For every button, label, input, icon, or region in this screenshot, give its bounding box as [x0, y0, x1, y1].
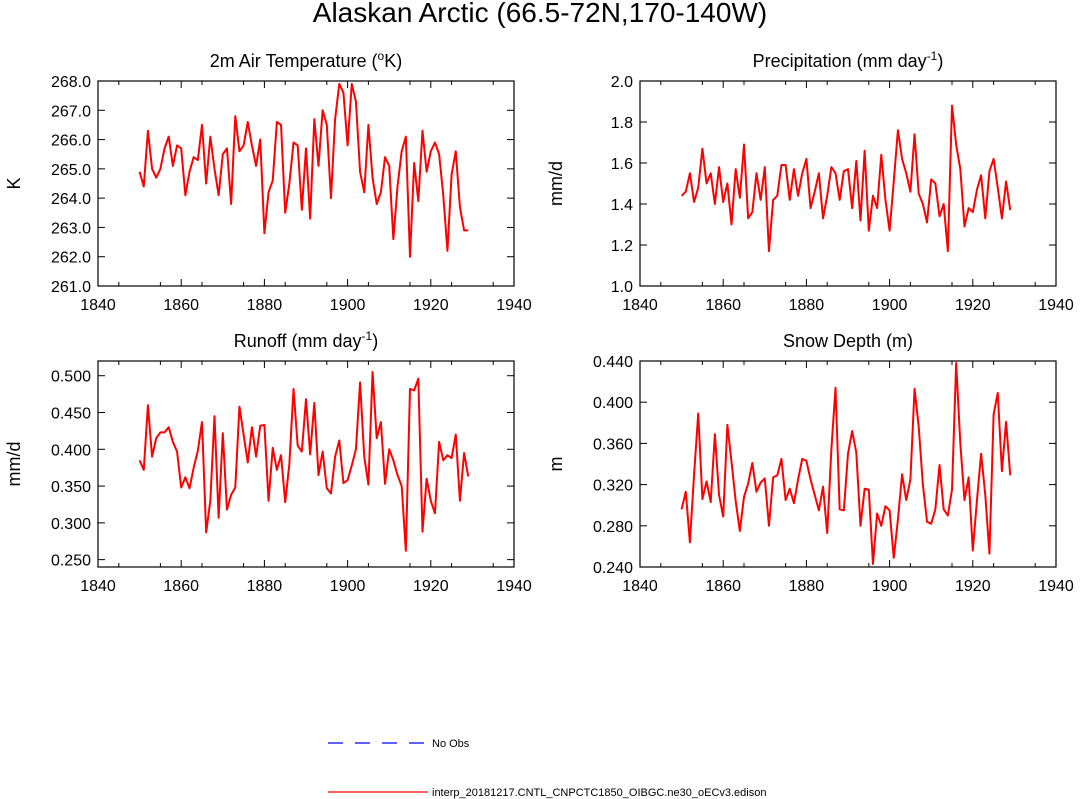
panel-title-suffix: K) — [384, 51, 402, 71]
x-tick-label: 1860 — [163, 578, 199, 595]
y-tick-label: 268.0 — [51, 74, 91, 91]
x-tick-label: 1940 — [496, 297, 532, 314]
panel-title-text: Snow Depth (m) — [783, 331, 913, 351]
series-line — [680, 362, 1012, 565]
y-tick-label: 0.450 — [51, 406, 91, 423]
panel-title: Runoff (mm day-1) — [234, 329, 378, 351]
panel-title-text: 2m Air Temperature ( — [210, 51, 378, 71]
y-tick-label: 263.0 — [51, 220, 91, 237]
series-line — [138, 371, 470, 552]
x-tick-label: 1920 — [955, 297, 991, 314]
y-tick-label: 0.250 — [51, 553, 91, 570]
y-tick-label: 0.400 — [51, 442, 91, 459]
panel-3: Runoff (mm day-1) mm/d 1840 1860 1880 1900 192… — [4, 329, 532, 595]
y-tick-label: 0.350 — [51, 479, 91, 496]
panel-title-suffix: ) — [937, 51, 943, 71]
panel-title-text: Precipitation (mm day — [753, 51, 927, 71]
panel-4: Snow Depth (m) m 1840 1860 1880 1900 1920 1940 0… — [546, 331, 1074, 595]
y-tick-label: 264.0 — [51, 191, 91, 208]
x-tick-label: 1860 — [163, 297, 199, 314]
x-tick-label: 1880 — [789, 297, 825, 314]
x-tick-label: 1880 — [789, 578, 825, 595]
y-tick-label: 261.0 — [51, 279, 91, 296]
x-tick-label: 1840 — [80, 297, 116, 314]
x-tick-label: 1920 — [413, 297, 449, 314]
x-tick-label: 1940 — [1038, 297, 1074, 314]
plot-frame — [97, 360, 515, 568]
y-axis-label: m — [546, 457, 566, 472]
panel-title: Precipitation (mm day-1) — [753, 49, 944, 71]
y-tick-label: 0.300 — [51, 516, 91, 533]
panel-1: 2m Air Temperature (oK) K 1840 1860 1880 1900… — [4, 49, 532, 314]
x-tick-label: 1840 — [622, 297, 658, 314]
x-tick-label: 1840 — [622, 578, 658, 595]
y-tick-label: 0.500 — [51, 369, 91, 386]
x-tick-label: 1880 — [247, 297, 283, 314]
x-tick-label: 1920 — [955, 578, 991, 595]
y-tick-label: 0.240 — [593, 560, 633, 577]
figure-title: Alaskan Arctic (66.5-72N,170-140W) — [313, 0, 767, 28]
y-tick-label: 0.400 — [593, 395, 633, 412]
plot-frame — [97, 80, 515, 287]
plot-frame — [639, 80, 1057, 287]
panel-title-superscript: -1 — [927, 49, 938, 63]
x-tick-label: 1880 — [247, 578, 283, 595]
x-tick-label: 1940 — [496, 578, 532, 595]
x-tick-label: 1940 — [1038, 578, 1074, 595]
y-axis-label: K — [4, 177, 24, 189]
x-tick-label: 1900 — [330, 578, 366, 595]
y-tick-label: 2.0 — [611, 74, 633, 91]
panels: 2m Air Temperature (oK) K 1840 1860 1880 1900… — [4, 49, 1074, 595]
y-tick-label: 0.320 — [593, 478, 633, 495]
y-tick-label: 1.6 — [611, 156, 633, 173]
x-tick-label: 1840 — [80, 578, 116, 595]
y-tick-label: 1.4 — [611, 197, 633, 214]
legend-label-model: interp_20181217.CNTL_CNPCTC1850_OIBGC.ne… — [432, 787, 766, 799]
x-tick-label: 1900 — [872, 578, 908, 595]
y-axis-label: mm/d — [4, 442, 24, 487]
x-tick-label: 1860 — [705, 297, 741, 314]
panel-title-superscript: -1 — [362, 329, 373, 343]
legend-label-no-obs: No Obs — [432, 738, 470, 750]
y-tick-label: 262.0 — [51, 250, 91, 267]
y-tick-label: 265.0 — [51, 162, 91, 179]
y-tick-label: 266.0 — [51, 133, 91, 150]
x-tick-label: 1860 — [705, 578, 741, 595]
y-axis-label: mm/d — [546, 161, 566, 206]
y-tick-label: 0.360 — [593, 436, 633, 453]
plot-frame — [639, 360, 1057, 568]
series-line — [138, 82, 469, 258]
y-tick-label: 0.280 — [593, 519, 633, 536]
y-tick-label: 1.2 — [611, 238, 633, 255]
panel-title: 2m Air Temperature (oK) — [210, 49, 402, 71]
y-tick-label: 1.0 — [611, 279, 633, 296]
panel-2: Precipitation (mm day-1) mm/d 1840 1860 1880… — [546, 49, 1074, 314]
legend: No Obs interp_20181217.CNTL_CNPCTC1850_O… — [328, 738, 766, 799]
panel-title-suffix: ) — [372, 331, 378, 351]
panel-title: Snow Depth (m) — [783, 331, 913, 351]
y-tick-label: 0.440 — [593, 354, 633, 371]
x-tick-label: 1900 — [872, 297, 908, 314]
panel-title-text: Runoff (mm day — [234, 331, 362, 351]
y-tick-label: 1.8 — [611, 115, 633, 132]
x-tick-label: 1920 — [413, 578, 449, 595]
panel-title-superscript: o — [378, 49, 385, 63]
y-tick-label: 267.0 — [51, 103, 91, 120]
x-tick-label: 1900 — [330, 297, 366, 314]
series-line — [680, 104, 1012, 253]
